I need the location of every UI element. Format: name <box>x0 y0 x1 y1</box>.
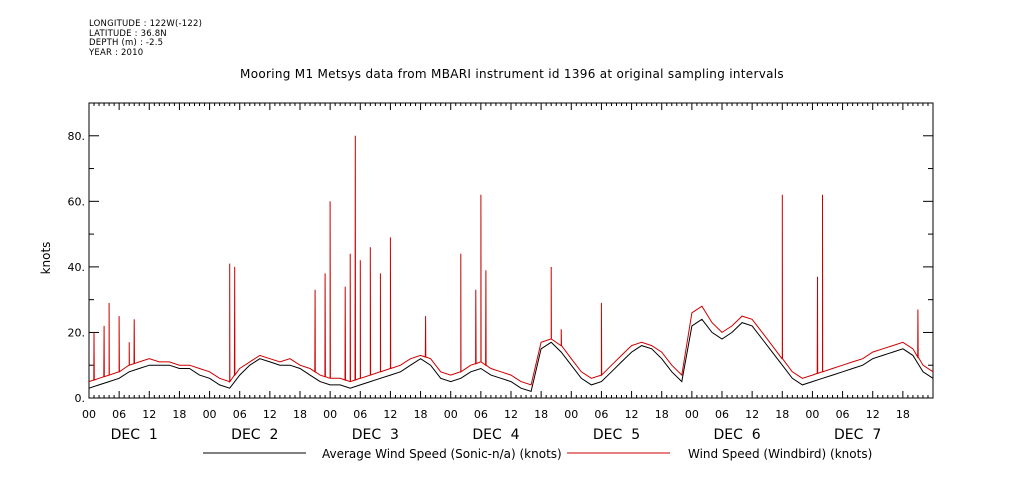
latitude-text: LATITUDE : 36.8N <box>89 28 167 39</box>
x-tick-label: 06 <box>715 408 729 421</box>
x-tick-label: 18 <box>655 408 669 421</box>
x-tick-label: 12 <box>383 408 397 421</box>
x-tick-label: 12 <box>866 408 880 421</box>
depth-text: DEPTH (m) : -2.5 <box>89 38 164 48</box>
legend-label-windbird: Wind Speed (Windbird) (knots) <box>688 447 872 461</box>
y-tick-label: 0. <box>75 392 86 405</box>
y-axis-label: knots <box>39 242 53 275</box>
day-label: DEC 5 <box>593 427 640 443</box>
x-tick-label: 18 <box>414 408 428 421</box>
x-tick-label: 18 <box>293 408 307 421</box>
x-tick-label: 06 <box>233 408 247 421</box>
day-label: DEC 2 <box>231 427 278 443</box>
y-tick-label: 80. <box>68 130 86 143</box>
x-tick-label: 12 <box>625 408 639 421</box>
series-line-windbird <box>88 135 934 386</box>
x-tick-label: 00 <box>564 408 578 421</box>
x-tick-label: 12 <box>504 408 518 421</box>
day-label: DEC 4 <box>472 427 519 443</box>
x-tick-label: 00 <box>805 408 819 421</box>
x-tick-label: 00 <box>685 408 699 421</box>
day-label: DEC 7 <box>834 427 881 443</box>
x-tick-label: 00 <box>444 408 458 421</box>
x-tick-label: 06 <box>594 408 608 421</box>
day-label: DEC 3 <box>352 427 399 443</box>
x-tick-label: 06 <box>474 408 488 421</box>
y-tick-label: 60. <box>68 195 86 208</box>
longitude-text: LONGITUDE : 122W(-122) <box>89 19 203 29</box>
day-label: DEC 6 <box>713 427 760 443</box>
x-tick-label: 06 <box>836 408 850 421</box>
x-tick-label: 06 <box>112 408 126 421</box>
series-line-sonic <box>88 318 934 393</box>
plot-frame <box>88 102 934 399</box>
day-label: DEC 1 <box>111 427 158 443</box>
x-tick-label: 12 <box>142 408 156 421</box>
metadata-block: LONGITUDE : 122W(-122) LATITUDE : 36.8N … <box>89 19 203 58</box>
x-tick-label: 06 <box>353 408 367 421</box>
y-tick-label: 20. <box>68 326 86 339</box>
year-text: YEAR : 2010 <box>89 47 144 58</box>
legend-label-sonic: Average Wind Speed (Sonic-n/a) (knots) <box>322 447 562 461</box>
x-tick-label: 18 <box>534 408 548 421</box>
y-tick-label: 40. <box>68 261 86 274</box>
x-tick-label: 18 <box>172 408 186 421</box>
x-tick-label: 00 <box>203 408 217 421</box>
chart-title: Mooring M1 Metsys data from MBARI instru… <box>240 67 784 81</box>
x-tick-label: 18 <box>896 408 910 421</box>
x-tick-label: 12 <box>263 408 277 421</box>
x-tick-label: 18 <box>775 408 789 421</box>
x-tick-label: 12 <box>745 408 759 421</box>
x-tick-label: 00 <box>323 408 337 421</box>
x-tick-label: 00 <box>82 408 96 421</box>
